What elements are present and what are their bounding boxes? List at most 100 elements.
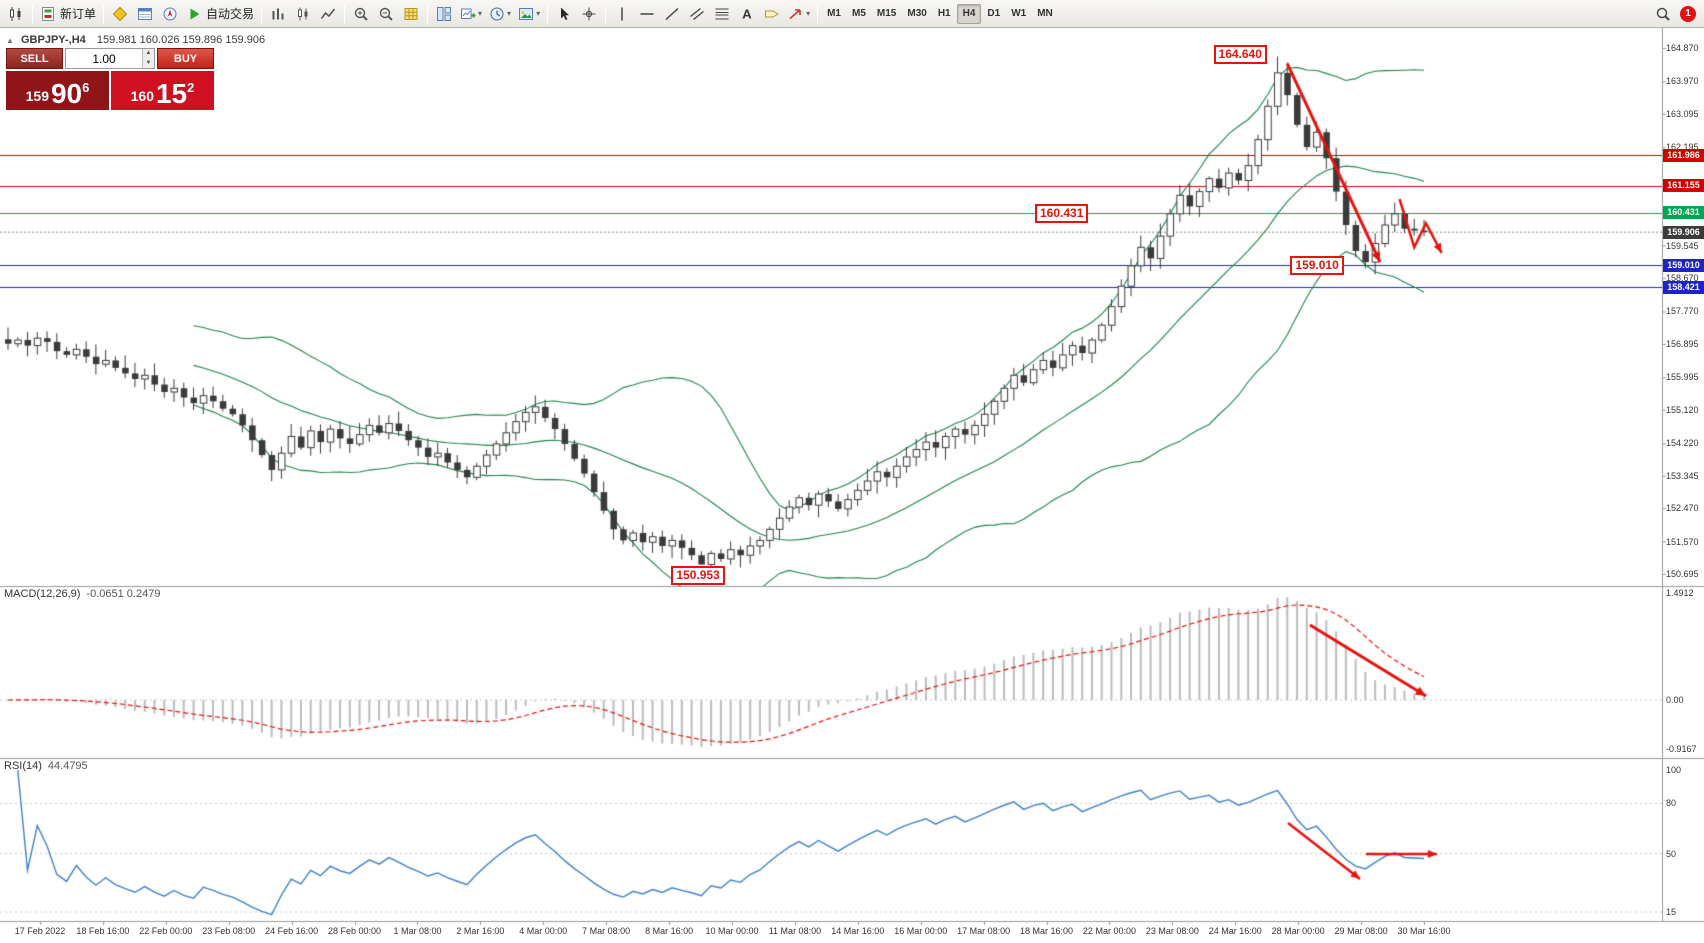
sell-price-prefix: 159 — [25, 88, 49, 104]
market-watch-icon — [137, 6, 153, 22]
volume-down-icon[interactable]: ▼ — [143, 58, 154, 68]
time-axis-label: 17 Mar 08:00 — [957, 926, 1011, 936]
timeframe-m1[interactable]: M1 — [827, 8, 841, 19]
volume-stepper[interactable]: ▲▼ — [65, 48, 155, 69]
text-tool-button[interactable]: A — [735, 2, 759, 26]
fibonacci-icon — [714, 6, 730, 22]
zoom-out-button[interactable] — [374, 2, 398, 26]
toolbar-separator — [103, 3, 105, 24]
price-axis-label: 163.970 — [1666, 76, 1699, 87]
timeframe-m30[interactable]: M30 — [907, 8, 927, 19]
price-axis-label: 150.695 — [1666, 569, 1699, 579]
price-level-badge: 158.421 — [1663, 280, 1704, 294]
current-price-badge: 159.906 — [1663, 225, 1704, 239]
arrow-tools-button[interactable]: ▾ — [785, 2, 813, 26]
time-axis-label: 10 Mar 00:00 — [705, 926, 759, 936]
rsi-axis-label: 50 — [1666, 848, 1677, 859]
chart-annotation[interactable]: 164.640 — [1213, 44, 1267, 64]
trendline-tool-button[interactable] — [660, 2, 684, 26]
sell-button[interactable]: SELL — [6, 48, 63, 69]
autotrading-button[interactable]: 自动交易 — [183, 2, 257, 26]
buy-button[interactable]: BUY — [157, 48, 214, 69]
notification-badge[interactable]: 1 — [1680, 5, 1696, 22]
price-axis-label: 153.345 — [1666, 470, 1699, 481]
price-axis-label: 154.220 — [1666, 438, 1699, 449]
time-axis-label: 16 Mar 00:00 — [894, 926, 948, 936]
search-button[interactable] — [1651, 2, 1675, 26]
market-watch-button[interactable] — [133, 2, 157, 26]
time-axis-label: 28 Feb 00:00 — [328, 926, 382, 936]
periods-button[interactable]: ▾ — [486, 2, 514, 26]
templates-button[interactable]: ▾ — [515, 2, 543, 26]
text-icon: A — [739, 6, 755, 22]
channel-tool-button[interactable] — [685, 2, 709, 26]
timeframe-h4[interactable]: H4 — [956, 3, 982, 24]
vertical-line-icon — [614, 6, 630, 22]
toolbar: 新订单 自动交易 ▾ ▾ ▾ A ▾ M1 M5 M15 M30 H1 H4 D1 W1 MN 1 — [0, 0, 1704, 28]
chart-annotation[interactable]: 150.953 — [671, 566, 725, 585]
search-icon — [1655, 6, 1671, 22]
price-axis-label: 155.120 — [1666, 404, 1699, 415]
zoom-in-button[interactable] — [349, 2, 373, 26]
label-tool-button[interactable] — [760, 2, 784, 26]
vertical-line-tool-button[interactable] — [610, 2, 634, 26]
time-axis-label: 29 Mar 08:00 — [1334, 926, 1388, 936]
navigator-icon — [162, 6, 178, 22]
time-axis-label: 8 Mar 16:00 — [645, 926, 694, 936]
chart-canvas[interactable] — [0, 28, 1704, 943]
new-order-button[interactable]: 新订单 — [37, 2, 99, 26]
buy-price[interactable]: 160 15 2 — [111, 71, 214, 110]
horizontal-line-tool-button[interactable] — [635, 2, 659, 26]
bar-chart-mode-button[interactable] — [266, 2, 290, 26]
symbol-title: GBPJPY-,H4 — [20, 34, 86, 46]
auto-scroll-button[interactable] — [399, 2, 423, 26]
candlestick-mode-button[interactable] — [291, 2, 315, 26]
svg-text:A: A — [742, 6, 752, 21]
line-chart-mode-button[interactable] — [316, 2, 340, 26]
metaeditor-button[interactable] — [108, 2, 132, 26]
buy-price-big: 15 — [155, 78, 188, 109]
timeframe-m15[interactable]: M15 — [876, 8, 897, 19]
price-level-badge: 159.010 — [1663, 258, 1704, 272]
volume-up-icon[interactable]: ▲ — [143, 49, 154, 59]
chevron-down-icon: ▾ — [478, 9, 483, 18]
macd-axis-label: 0.00 — [1666, 695, 1684, 706]
collapse-chart-icon[interactable]: ▲ — [6, 36, 14, 45]
time-axis-label: 22 Mar 00:00 — [1082, 926, 1136, 936]
auto-scroll-icon — [403, 6, 419, 22]
symbol-ohlc: 159.981 160.026 159.896 159.906 — [96, 34, 266, 46]
time-axis-label: 23 Mar 08:00 — [1145, 926, 1199, 936]
sell-price-pip: 6 — [82, 80, 90, 95]
price-axis-label: 164.870 — [1666, 43, 1699, 53]
new-chart-icon — [460, 6, 476, 22]
timeframe-w1[interactable]: W1 — [1011, 8, 1027, 19]
new-chart-button[interactable]: ▾ — [457, 2, 485, 26]
toolbar-separator — [32, 3, 33, 24]
chevron-down-icon: ▾ — [536, 9, 541, 18]
timeframe-mn[interactable]: MN — [1037, 8, 1053, 19]
time-axis-label: 14 Mar 16:00 — [831, 926, 885, 936]
price-axis-label: 162.195 — [1666, 142, 1699, 153]
macd-axis-label: -0.9167 — [1666, 744, 1697, 754]
charts-bar-button[interactable] — [4, 2, 28, 26]
navigator-button[interactable] — [158, 2, 182, 26]
volume-spinner[interactable]: ▲ ▼ — [142, 49, 154, 68]
timeframe-d1[interactable]: D1 — [987, 8, 1001, 19]
chart-annotation[interactable]: 159.010 — [1290, 256, 1344, 276]
price-axis-label: 158.670 — [1666, 273, 1699, 284]
cursor-tool-button[interactable] — [552, 2, 576, 26]
fibonacci-tool-button[interactable] — [710, 2, 734, 26]
toolbar-separator — [547, 3, 549, 24]
time-axis-label: 24 Feb 16:00 — [265, 926, 319, 936]
timeframe-m5[interactable]: M5 — [852, 8, 866, 19]
volume-input[interactable] — [66, 49, 142, 68]
sell-price[interactable]: 159 90 6 — [6, 71, 109, 110]
rsi-axis-label: 80 — [1666, 798, 1677, 809]
metaeditor-icon — [112, 6, 128, 22]
chart-annotation[interactable]: 160.431 — [1035, 203, 1089, 223]
time-axis-label: 2 Mar 16:00 — [456, 926, 505, 936]
crosshair-tool-button[interactable] — [577, 2, 601, 26]
timeframe-h1[interactable]: H1 — [937, 8, 951, 19]
tile-windows-button[interactable] — [432, 2, 456, 26]
price-axis-label: 159.545 — [1666, 240, 1699, 251]
